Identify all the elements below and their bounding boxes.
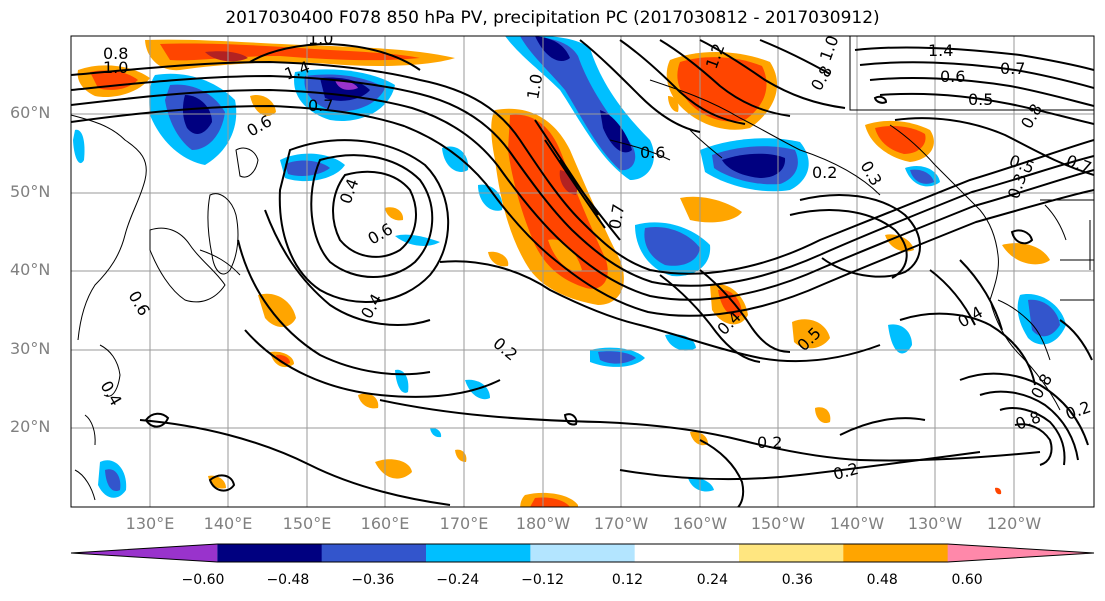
colorbar-segment <box>947 544 1094 562</box>
coastlines <box>71 36 1094 501</box>
colorbar-tick-label: −0.60 <box>181 572 225 588</box>
lat-label: 20°N <box>10 417 51 436</box>
contour-label: 1.0 <box>308 29 333 48</box>
contour-label: 0.6 <box>940 67 965 86</box>
lon-label: 130°E <box>125 514 175 533</box>
lon-label: 140°E <box>203 514 253 533</box>
lon-label: 140°W <box>829 514 885 533</box>
lon-label: 150°E <box>282 514 332 533</box>
contour-label: 0.7 <box>1000 59 1025 78</box>
lat-label: 50°N <box>10 182 51 201</box>
contour-label: 0.7 <box>605 202 628 230</box>
contour-label: 1.4 <box>928 41 953 60</box>
contour-label: 0.2 <box>812 163 837 182</box>
pv-precip-map: 0.8 1.0 1.0 1.4 0.7 0.6 0.6 1.2 1.0 0.8 … <box>70 29 1095 508</box>
colorbar-tick-label: 0.60 <box>951 572 983 588</box>
lon-label: 120°W <box>986 514 1042 533</box>
colorbar-segment <box>321 544 427 562</box>
colorbar-tick-label: −0.24 <box>436 572 480 588</box>
contour-label: 0.6 <box>640 143 665 162</box>
colorbar-segment <box>426 544 531 562</box>
lon-label: 170°W <box>593 514 649 533</box>
colorbar-tick-label: −0.48 <box>266 572 310 588</box>
colorbar-segment <box>217 544 323 562</box>
colorbar-segment <box>634 544 740 562</box>
lon-label: 160°W <box>672 514 728 533</box>
contour-label: 1.0 <box>523 72 546 100</box>
contour-label: 0.7 <box>308 96 333 115</box>
colorbar-segment <box>843 544 949 562</box>
lon-label: 130°W <box>907 514 963 533</box>
colorbar-tick-label: −0.12 <box>521 572 565 588</box>
contour-label: 1.0 <box>103 58 128 77</box>
contour-label: 0.2 <box>757 433 782 452</box>
lon-label: 170°E <box>439 514 489 533</box>
lon-label: 150°W <box>750 514 806 533</box>
lon-label: 160°E <box>360 514 410 533</box>
colorbar-tick-label: 0.12 <box>611 572 644 588</box>
colorbar-tick-label: −0.36 <box>351 572 395 588</box>
colorbar-segment <box>739 544 844 562</box>
colorbar-tick-label: 0.36 <box>781 572 813 588</box>
colorbar-tick-label: 0.24 <box>696 572 728 588</box>
colorbar-segment <box>71 544 218 562</box>
colorbar-segment <box>530 544 636 562</box>
pv-contours <box>71 39 1094 507</box>
lat-label: 40°N <box>10 260 51 279</box>
lon-label: 180°W <box>515 514 571 533</box>
lat-label: 30°N <box>10 339 51 358</box>
contour-label: 0.8 <box>103 44 128 63</box>
contour-label: 0.5 <box>968 90 993 109</box>
precip-shading <box>73 36 1066 507</box>
lat-label: 60°N <box>10 103 51 122</box>
map-frame <box>70 35 1095 508</box>
map-title: 2017030400 F078 850 hPa PV, precipitatio… <box>225 8 880 28</box>
colorbar-tick-label: 0.48 <box>866 572 898 588</box>
